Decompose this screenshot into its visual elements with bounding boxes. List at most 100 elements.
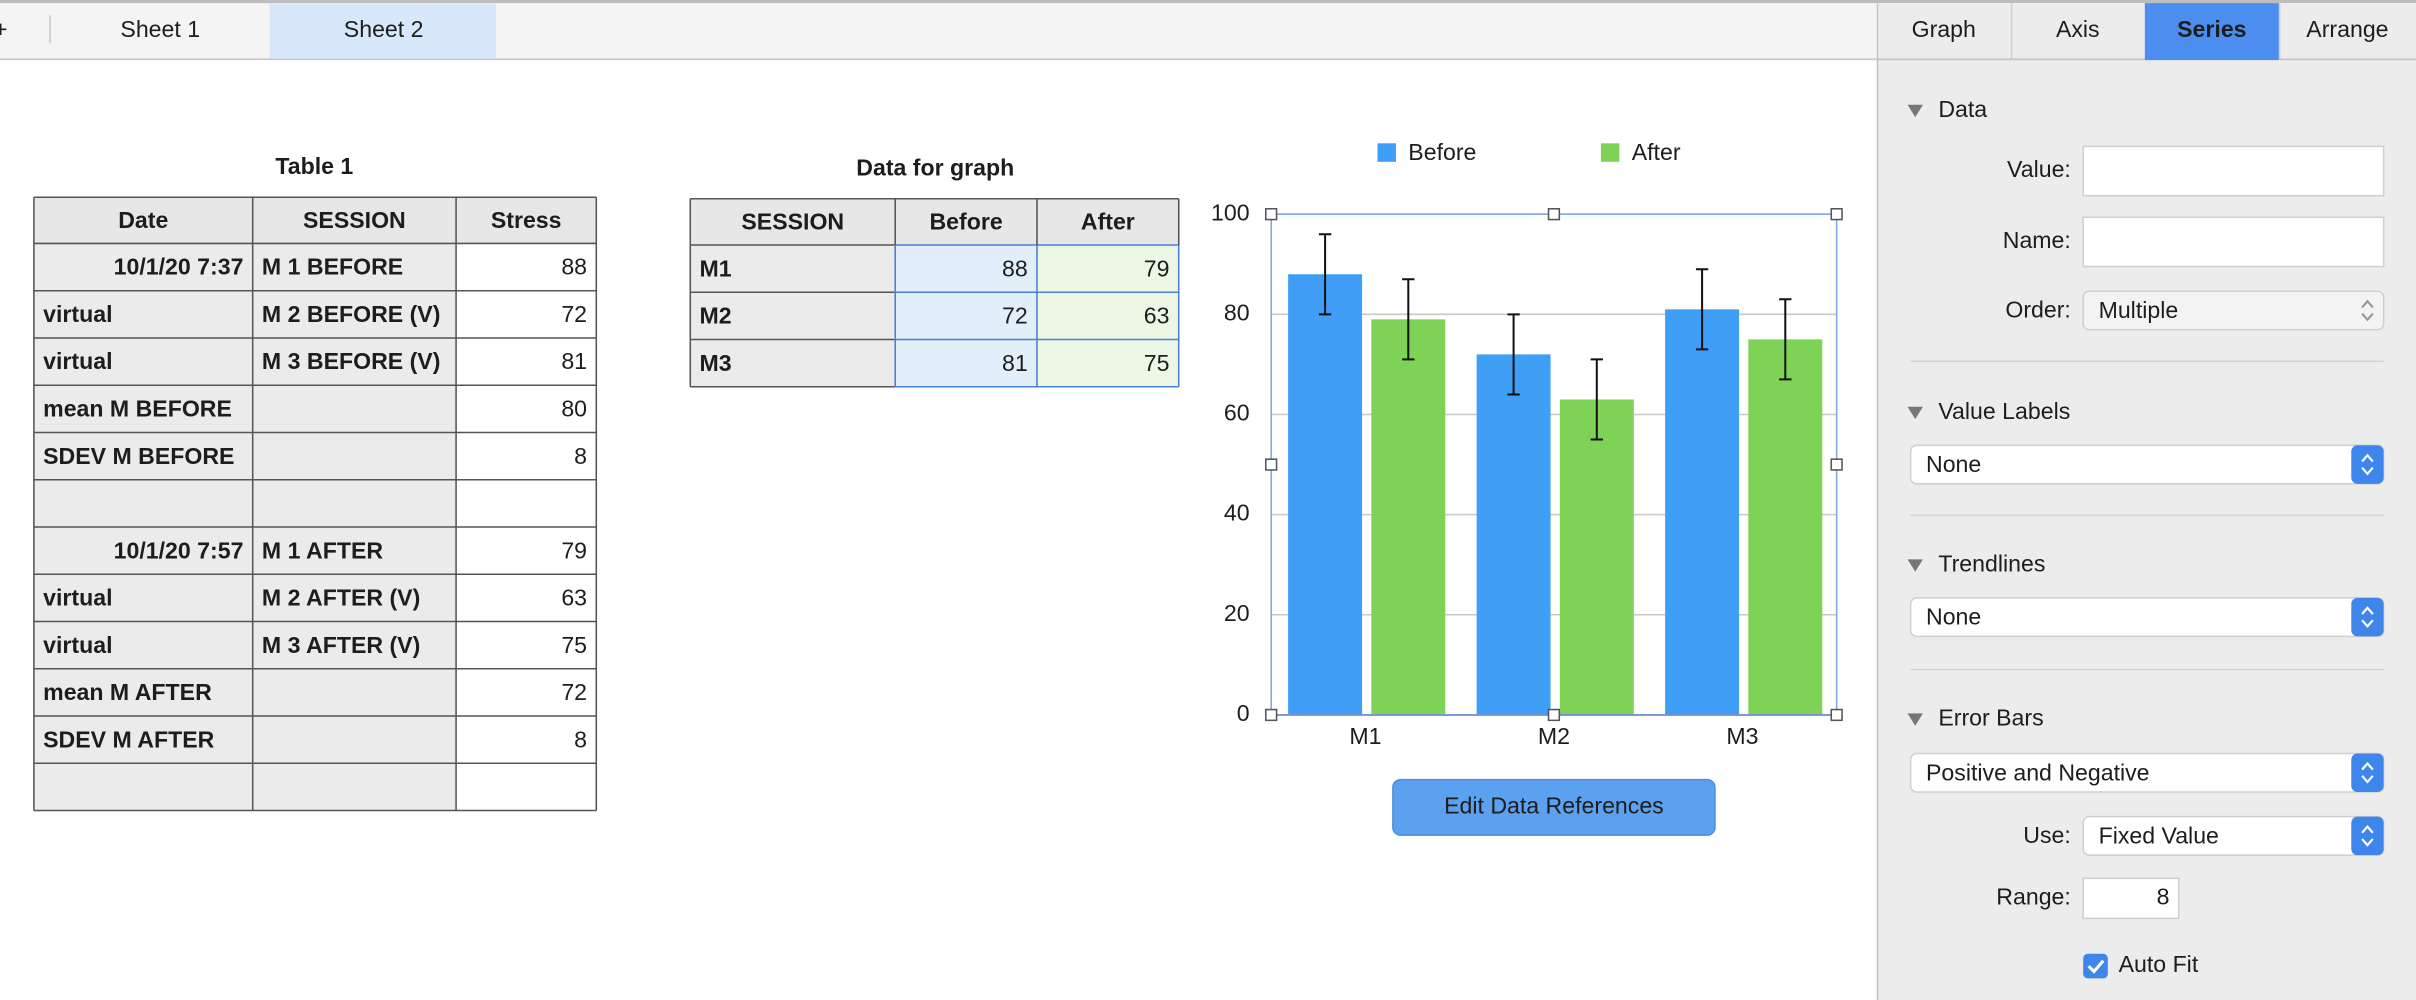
selection-handle[interactable] (1547, 208, 1561, 221)
text-field[interactable] (2082, 216, 2385, 268)
sheet-tab[interactable]: Sheet 1 (120, 16, 200, 42)
table-cell[interactable]: 72 (561, 679, 587, 705)
disclosure-triangle[interactable] (1907, 713, 1923, 726)
selection-handle[interactable] (1265, 208, 1278, 221)
popup-chevrons (2361, 299, 2374, 322)
table-cell[interactable]: 63 (561, 585, 587, 611)
table-cell[interactable]: virtual (43, 348, 112, 374)
table-cell[interactable]: M1 (700, 255, 732, 281)
popup-value[interactable]: None (1926, 451, 1981, 477)
table-cell[interactable]: M3 (700, 350, 732, 376)
table-cell[interactable]: 72 (561, 301, 587, 327)
table-cell[interactable]: M 1 AFTER (262, 537, 383, 563)
checkmark (2087, 959, 2105, 974)
table-cell[interactable]: 80 (561, 396, 587, 422)
section-title: Value Labels (1938, 398, 2070, 424)
table-cell[interactable]: M 3 BEFORE (V) (262, 348, 440, 374)
table-cell[interactable]: M 2 BEFORE (V) (262, 301, 440, 327)
popup-value[interactable]: Multiple (2099, 297, 2179, 323)
table-cell[interactable]: mean M AFTER (43, 679, 212, 705)
field-label: Value: (2007, 156, 2071, 182)
table-cell[interactable]: 79 (561, 537, 587, 563)
disclosure-triangle[interactable] (1907, 406, 1923, 420)
error-bar (1590, 358, 1603, 441)
popup-value[interactable]: None (1926, 604, 1981, 630)
add-sheet-button[interactable]: + (0, 16, 7, 42)
popup-button[interactable] (1909, 597, 2385, 638)
table-cell[interactable]: mean M BEFORE (43, 396, 232, 422)
table-cell[interactable]: 10/1/20 7:57 (114, 537, 244, 563)
field-label: Order: (2005, 296, 2071, 322)
bar (1371, 319, 1446, 715)
table-cell[interactable]: 81 (1002, 350, 1028, 376)
table-cell[interactable]: M2 (700, 303, 732, 329)
table-cell[interactable]: virtual (43, 585, 112, 611)
popup-button[interactable] (2082, 290, 2385, 331)
table-cell[interactable]: 63 (1144, 303, 1170, 329)
inspector-tab[interactable]: Axis (2056, 16, 2100, 42)
header-col-bg (690, 244, 896, 387)
table-cell[interactable]: 75 (1144, 350, 1170, 376)
legend-swatch (1377, 143, 1396, 162)
inspector-tab[interactable]: Graph (1912, 16, 1976, 42)
edit-data-button[interactable] (1392, 778, 1716, 836)
popup-button[interactable] (1909, 444, 2385, 485)
table-cell[interactable]: 10/1/20 7:37 (114, 254, 244, 280)
bar (1476, 354, 1551, 715)
popup-chevrons (2361, 606, 2374, 628)
y-tick-label: 20 (1224, 600, 1250, 626)
inspector-tab[interactable]: Series (2177, 16, 2246, 42)
legend-label: After (1632, 139, 1681, 165)
popup-value[interactable]: Fixed Value (2099, 823, 2219, 849)
popup-value[interactable]: Positive and Negative (1926, 759, 2150, 785)
error-bar (1507, 313, 1520, 396)
table-cell[interactable]: virtual (43, 301, 112, 327)
disclosure-triangle[interactable] (1907, 104, 1923, 118)
popup-chevrons (2361, 761, 2374, 784)
checkbox-label[interactable]: Auto Fit (2119, 951, 2199, 977)
selection-handle[interactable] (1547, 708, 1561, 722)
selection-handle[interactable] (1830, 458, 1843, 471)
sheet-tab[interactable]: Sheet 2 (344, 16, 424, 42)
field-label: Range: (1996, 883, 2071, 909)
table-cell[interactable]: 88 (1002, 255, 1028, 281)
table-cell[interactable]: 88 (561, 254, 587, 280)
popup-stepper (2351, 597, 2384, 637)
y-tick-label: 80 (1224, 299, 1250, 325)
selection-handle[interactable] (1265, 708, 1278, 722)
table-cell[interactable]: SDEV M AFTER (43, 726, 214, 752)
bar (1288, 274, 1363, 715)
table-cell[interactable]: 72 (1002, 303, 1028, 329)
text-field[interactable] (2082, 145, 2385, 197)
disclosure-triangle[interactable] (1907, 559, 1923, 572)
selection-handle[interactable] (1265, 458, 1278, 471)
table-cell[interactable]: SDEV M BEFORE (43, 443, 234, 469)
active-sheet-tab (269, 3, 497, 59)
x-tick-label: M1 (1349, 723, 1381, 749)
inspector-tab[interactable]: Arrange (2306, 16, 2388, 42)
range-value[interactable]: 8 (2157, 883, 2170, 909)
table-cell[interactable]: 8 (574, 443, 587, 469)
table-cell[interactable]: M 2 AFTER (V) (262, 585, 420, 611)
error-bar (1318, 233, 1332, 316)
section-title: Data (1938, 96, 1987, 122)
y-tick-label: 100 (1211, 199, 1250, 225)
header-row-bg (690, 198, 1179, 245)
button-label[interactable]: Edit Data References (1444, 793, 1664, 819)
table-cell[interactable]: 75 (561, 632, 587, 658)
table-cell[interactable]: 8 (574, 726, 587, 752)
selection-handle[interactable] (1830, 208, 1843, 221)
table-cell[interactable]: M 3 AFTER (V) (262, 632, 420, 658)
after-cells-bg (1036, 244, 1179, 387)
table-cell[interactable]: 81 (561, 348, 587, 374)
table-cell[interactable]: M 1 BEFORE (262, 254, 403, 280)
selected-tab-bg (2144, 3, 2279, 61)
text-field[interactable] (2082, 877, 2180, 920)
table-cell[interactable]: virtual (43, 632, 112, 658)
checkbox[interactable] (2083, 953, 2108, 979)
legend-swatch (1600, 143, 1620, 162)
table-cell[interactable]: 79 (1144, 255, 1170, 281)
table-header-cell: Stress (491, 207, 562, 233)
selection-handle[interactable] (1830, 708, 1843, 722)
